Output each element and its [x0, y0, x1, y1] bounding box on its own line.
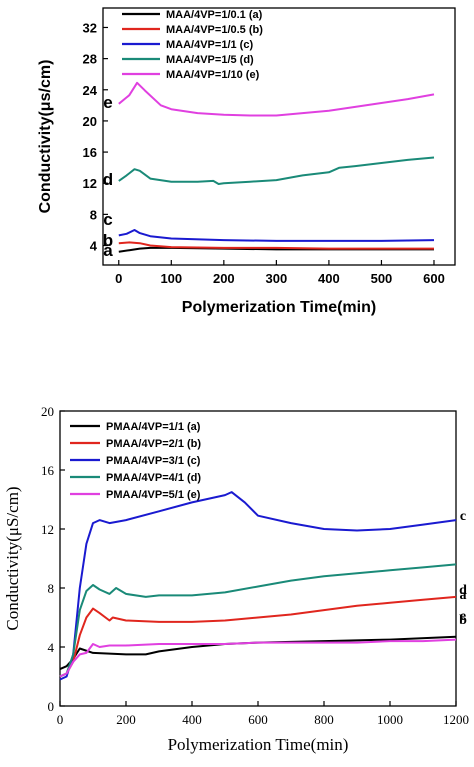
curve-label: b [103, 231, 113, 250]
x-tick-label: 800 [314, 712, 334, 727]
x-tick-label: 200 [213, 271, 235, 286]
series-line [118, 81, 435, 117]
legend-entry: PMAA/4VP=3/1 (c) [106, 455, 201, 467]
x-tick-label: 1000 [377, 712, 403, 727]
x-axis-label: Polymerization Time(min) [182, 299, 376, 316]
x-tick-label: 0 [57, 712, 64, 727]
x-tick-label: 100 [160, 271, 182, 286]
x-tick-label: 0 [115, 271, 122, 286]
curve-label: e [103, 93, 112, 112]
y-axis-label: Conductivity(μs/cm) [37, 60, 54, 214]
y-tick-label: 12 [83, 176, 97, 191]
y-tick-label: 32 [83, 20, 97, 35]
y-tick-label: 12 [41, 522, 54, 537]
series-line [118, 241, 434, 250]
legend-entry: MAA/4VP=1/10 (e) [166, 69, 260, 81]
curve-label: b [459, 613, 467, 628]
x-tick-label: 400 [318, 271, 340, 286]
legend-entry: MAA/4VP=1/5 (d) [166, 54, 254, 66]
series-line [59, 595, 457, 678]
legend-entry: MAA/4VP=1/0.5 (b) [166, 24, 263, 36]
curve-label: a [103, 241, 113, 260]
x-tick-label: 200 [116, 712, 136, 727]
curve-label: d [103, 170, 113, 189]
legend-entry: PMAA/4VP=2/1 (b) [106, 438, 201, 450]
series-line [59, 638, 457, 678]
legend-entry: MAA/4VP=1/0.1 (a) [166, 9, 263, 21]
x-axis-label: Polymerization Time(min) [168, 735, 349, 754]
y-tick-label: 24 [83, 83, 98, 98]
x-tick-label: 500 [371, 271, 393, 286]
curve-label: d [459, 583, 467, 598]
legend-entry: PMAA/4VP=4/1 (d) [106, 472, 201, 484]
chart-1: 0 100 200 300 400 500 600 4 8 12 16 20 24 28 32 Polymer… [37, 7, 456, 316]
y-tick-label: 20 [83, 114, 97, 129]
series-line [59, 563, 457, 678]
y-tick-label: 4 [90, 239, 98, 254]
series-line [118, 229, 435, 242]
curve-label: e [460, 609, 466, 624]
x-tick-label: 1200 [443, 712, 469, 727]
y-axis-label: Conductivity(μS/cm) [3, 486, 22, 630]
x-tick-label: 600 [423, 271, 445, 286]
series-line [118, 156, 435, 185]
legend-entry: PMAA/4VP=1/1 (a) [106, 421, 201, 433]
legend-entry: MAA/4VP=1/1 (c) [166, 39, 253, 51]
plot-frame [102, 7, 456, 266]
x-tick-label: 600 [248, 712, 268, 727]
chart-2: 0 200 400 600 800 1000 1200 0 4 8 12 16 20 Polymeriza… [3, 404, 469, 754]
y-tick-label: 0 [48, 699, 55, 714]
y-tick-label: 16 [83, 145, 97, 160]
legend-entry: PMAA/4VP=5/1 (e) [106, 489, 201, 501]
y-tick-label: 8 [90, 207, 97, 222]
y-tick-label: 8 [48, 581, 55, 596]
curve-label: c [460, 509, 466, 524]
y-tick-label: 16 [41, 463, 55, 478]
y-tick-label: 28 [83, 52, 97, 67]
y-tick-label: 20 [41, 404, 54, 419]
x-tick-label: 400 [182, 712, 202, 727]
y-tick-label: 4 [48, 640, 55, 655]
curve-label: a [460, 588, 467, 603]
curve-label: c [103, 210, 112, 229]
x-tick-label: 300 [266, 271, 288, 286]
series-line [59, 491, 457, 681]
